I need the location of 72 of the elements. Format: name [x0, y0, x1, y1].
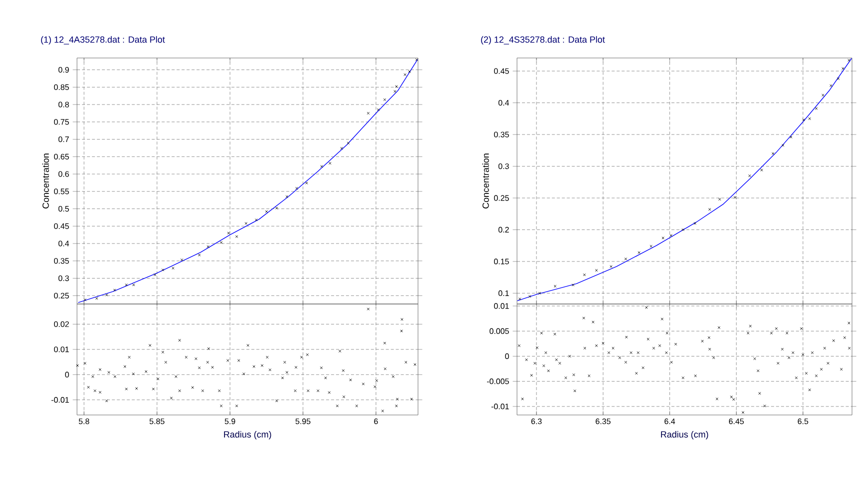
point [836, 77, 840, 80]
point [748, 174, 752, 178]
point [624, 258, 628, 260]
point [528, 294, 532, 298]
point [394, 90, 396, 93]
point [154, 273, 156, 276]
chart-title: (2) 12_4S35278.dat : Data Plot [481, 36, 605, 44]
point [320, 165, 324, 168]
point [572, 284, 574, 286]
point [235, 235, 238, 238]
point [610, 265, 612, 268]
point [583, 273, 586, 276]
point [124, 283, 128, 286]
point [220, 241, 223, 244]
x-axis-title: Radius (cm) [661, 430, 708, 440]
point [84, 298, 86, 302]
point [408, 70, 411, 73]
point [346, 142, 350, 144]
point [172, 266, 174, 270]
point [198, 254, 201, 256]
x-axis-title: Radius (cm) [224, 430, 272, 440]
point [180, 258, 184, 262]
point [340, 146, 344, 150]
point [161, 268, 164, 272]
point [842, 67, 844, 70]
point [366, 112, 370, 115]
point [415, 58, 418, 62]
point [265, 210, 268, 213]
point [822, 94, 824, 97]
point [295, 186, 298, 190]
point [662, 236, 664, 240]
point [782, 144, 784, 147]
point [848, 58, 850, 62]
point [206, 245, 210, 248]
point [254, 218, 258, 222]
point [286, 195, 288, 198]
point [718, 198, 722, 201]
point [113, 288, 116, 292]
point [694, 222, 696, 225]
point [404, 73, 406, 76]
y-axis-title: Concentration [42, 154, 49, 208]
point [830, 84, 832, 88]
point [734, 196, 736, 199]
point [708, 208, 712, 211]
point [595, 268, 598, 272]
point [790, 136, 792, 138]
point [554, 284, 556, 288]
point [760, 168, 764, 172]
point [518, 298, 522, 300]
point [814, 107, 818, 110]
point [244, 222, 248, 225]
point [376, 108, 380, 112]
point [670, 234, 672, 237]
point [95, 297, 98, 300]
point [105, 294, 108, 296]
point [638, 251, 640, 254]
point [328, 162, 332, 165]
point [772, 152, 774, 155]
point [395, 85, 398, 88]
point [275, 206, 278, 210]
point [650, 244, 652, 248]
point [808, 117, 812, 120]
point [227, 232, 230, 234]
point [305, 182, 308, 184]
point [682, 228, 684, 232]
y-axis-title: Concentration [482, 154, 489, 208]
line-series [517, 58, 852, 302]
point [383, 98, 386, 102]
point [132, 283, 136, 286]
chart-title: (1) 12_4A35278.dat : Data Plot [41, 36, 165, 44]
point [802, 118, 806, 122]
point [538, 292, 542, 295]
